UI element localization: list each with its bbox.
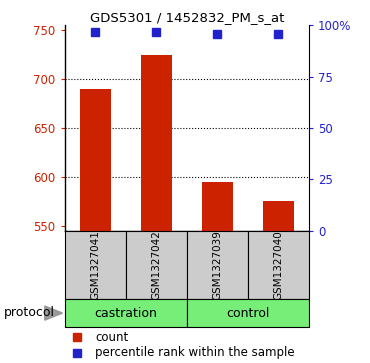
Bar (65, 299, 187, 327)
Title: GDS5301 / 1452832_PM_s_at: GDS5301 / 1452832_PM_s_at (90, 11, 284, 24)
Text: control: control (226, 307, 270, 319)
Bar (141, 55, 172, 231)
Text: protocol: protocol (4, 306, 55, 319)
Bar (263, 201, 294, 231)
Text: GSM1327042: GSM1327042 (151, 230, 161, 300)
Bar (187, 299, 309, 327)
Text: GSM1327039: GSM1327039 (212, 230, 222, 300)
Text: GSM1327041: GSM1327041 (90, 230, 100, 300)
Bar (202, 182, 233, 231)
Bar (80, 89, 111, 231)
Bar (187, 231, 248, 299)
Text: percentile rank within the sample: percentile rank within the sample (95, 346, 295, 359)
Bar (126, 231, 187, 299)
Text: castration: castration (94, 307, 157, 319)
Text: count: count (95, 331, 128, 344)
Text: GSM1327040: GSM1327040 (273, 230, 283, 300)
Bar (65, 231, 126, 299)
Bar (248, 231, 309, 299)
Polygon shape (45, 306, 63, 320)
